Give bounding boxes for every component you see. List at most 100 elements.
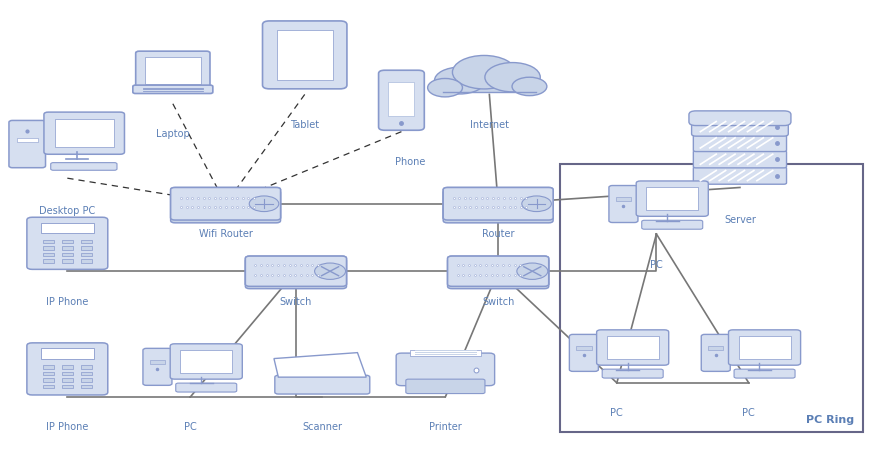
Circle shape: [428, 79, 462, 97]
FancyBboxPatch shape: [55, 119, 114, 147]
Circle shape: [250, 196, 279, 212]
Text: PC Ring: PC Ring: [806, 415, 855, 425]
FancyBboxPatch shape: [42, 259, 54, 263]
FancyBboxPatch shape: [80, 240, 92, 243]
FancyBboxPatch shape: [180, 350, 232, 373]
FancyBboxPatch shape: [245, 256, 347, 286]
FancyBboxPatch shape: [378, 70, 424, 130]
FancyBboxPatch shape: [44, 112, 124, 154]
FancyBboxPatch shape: [26, 343, 108, 395]
FancyBboxPatch shape: [708, 346, 723, 350]
FancyBboxPatch shape: [245, 258, 347, 289]
Circle shape: [512, 77, 547, 95]
Text: PC: PC: [743, 409, 755, 418]
Text: Printer: Printer: [429, 423, 462, 432]
Text: Router: Router: [482, 229, 514, 239]
FancyBboxPatch shape: [636, 181, 708, 216]
Text: IP Phone: IP Phone: [46, 297, 88, 307]
FancyBboxPatch shape: [693, 151, 787, 168]
FancyBboxPatch shape: [642, 220, 703, 229]
FancyBboxPatch shape: [80, 385, 92, 388]
FancyBboxPatch shape: [80, 365, 92, 369]
Text: Internet: Internet: [470, 120, 509, 130]
FancyBboxPatch shape: [576, 346, 592, 350]
FancyBboxPatch shape: [176, 383, 236, 392]
FancyBboxPatch shape: [42, 372, 54, 375]
Polygon shape: [274, 352, 366, 377]
FancyBboxPatch shape: [62, 385, 73, 388]
FancyBboxPatch shape: [17, 139, 38, 142]
FancyBboxPatch shape: [609, 185, 638, 222]
Text: IP Phone: IP Phone: [46, 423, 88, 432]
Text: Tablet: Tablet: [290, 120, 319, 130]
FancyBboxPatch shape: [136, 51, 210, 89]
FancyBboxPatch shape: [80, 378, 92, 382]
FancyBboxPatch shape: [42, 365, 54, 369]
FancyBboxPatch shape: [443, 190, 553, 223]
FancyBboxPatch shape: [41, 349, 93, 358]
FancyBboxPatch shape: [596, 330, 669, 365]
FancyBboxPatch shape: [447, 256, 549, 286]
FancyBboxPatch shape: [170, 344, 243, 379]
FancyBboxPatch shape: [62, 378, 73, 382]
FancyBboxPatch shape: [729, 330, 801, 365]
FancyBboxPatch shape: [170, 188, 280, 220]
FancyBboxPatch shape: [691, 117, 789, 136]
Text: Laptop: Laptop: [156, 129, 190, 139]
FancyBboxPatch shape: [80, 253, 92, 256]
FancyBboxPatch shape: [26, 217, 108, 270]
FancyBboxPatch shape: [443, 188, 553, 220]
FancyBboxPatch shape: [607, 336, 659, 359]
Circle shape: [452, 55, 516, 89]
Text: Server: Server: [724, 215, 756, 226]
Text: PC: PC: [184, 423, 197, 432]
Circle shape: [435, 67, 485, 94]
FancyBboxPatch shape: [62, 253, 73, 256]
FancyBboxPatch shape: [410, 351, 481, 356]
Circle shape: [517, 263, 548, 279]
FancyBboxPatch shape: [170, 188, 280, 220]
Circle shape: [315, 263, 346, 279]
FancyBboxPatch shape: [150, 360, 165, 364]
Text: Switch: Switch: [482, 297, 514, 307]
FancyBboxPatch shape: [447, 258, 549, 289]
FancyBboxPatch shape: [277, 30, 333, 80]
FancyBboxPatch shape: [602, 369, 663, 378]
FancyBboxPatch shape: [133, 85, 213, 94]
Circle shape: [485, 63, 541, 92]
FancyBboxPatch shape: [9, 120, 46, 168]
FancyBboxPatch shape: [62, 246, 73, 250]
FancyBboxPatch shape: [80, 246, 92, 250]
FancyBboxPatch shape: [263, 21, 347, 89]
FancyBboxPatch shape: [245, 256, 347, 286]
FancyBboxPatch shape: [62, 259, 73, 263]
FancyBboxPatch shape: [445, 69, 534, 92]
FancyBboxPatch shape: [170, 190, 280, 223]
FancyBboxPatch shape: [51, 163, 117, 170]
Text: Wifi Router: Wifi Router: [198, 229, 252, 239]
FancyBboxPatch shape: [734, 369, 795, 378]
Text: PC: PC: [610, 409, 624, 418]
FancyBboxPatch shape: [42, 246, 54, 250]
FancyBboxPatch shape: [616, 197, 632, 201]
FancyBboxPatch shape: [388, 81, 415, 117]
FancyBboxPatch shape: [62, 372, 73, 375]
FancyBboxPatch shape: [42, 240, 54, 243]
FancyBboxPatch shape: [42, 253, 54, 256]
FancyBboxPatch shape: [693, 167, 787, 184]
FancyBboxPatch shape: [443, 188, 553, 220]
FancyBboxPatch shape: [275, 375, 370, 394]
FancyBboxPatch shape: [62, 365, 73, 369]
FancyBboxPatch shape: [701, 335, 730, 372]
FancyBboxPatch shape: [80, 259, 92, 263]
FancyBboxPatch shape: [143, 348, 172, 385]
FancyBboxPatch shape: [62, 240, 73, 243]
FancyBboxPatch shape: [42, 378, 54, 382]
Text: PC: PC: [650, 260, 662, 270]
Circle shape: [522, 196, 551, 212]
FancyBboxPatch shape: [693, 134, 787, 152]
FancyBboxPatch shape: [738, 336, 790, 359]
FancyBboxPatch shape: [41, 223, 93, 233]
FancyBboxPatch shape: [396, 353, 495, 386]
Text: Switch: Switch: [280, 297, 312, 307]
